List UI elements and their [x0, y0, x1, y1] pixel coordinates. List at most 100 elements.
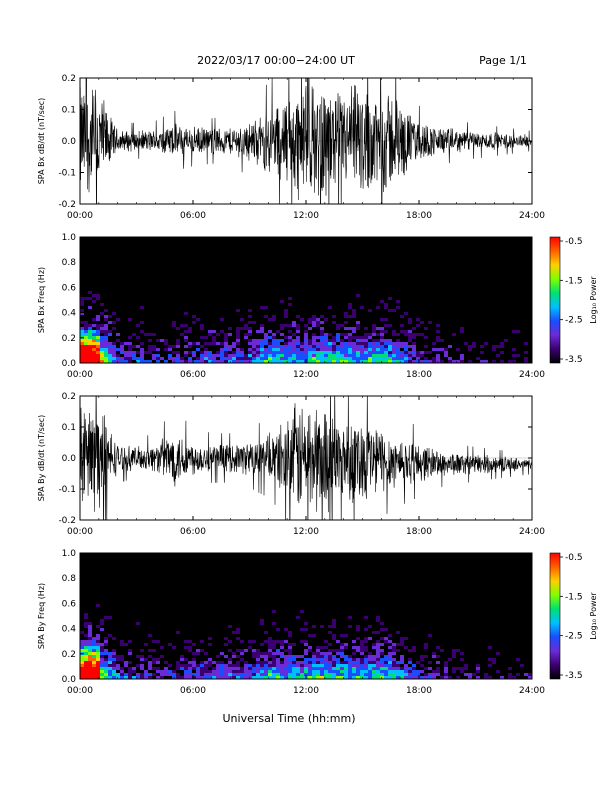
- spectrogram-cell: [232, 670, 236, 673]
- spectrogram-cell: [236, 360, 240, 363]
- spectrogram-cell: [352, 309, 356, 312]
- spectrogram-cell: [128, 354, 132, 357]
- spectrogram-cell: [376, 342, 380, 345]
- spectrogram-cell: [336, 327, 340, 330]
- spectrogram-cell: [328, 670, 332, 673]
- spectrogram-cell: [400, 324, 404, 327]
- spectrogram-cell: [124, 676, 128, 679]
- spectrogram-cell: [352, 360, 356, 363]
- spectrogram-cell: [112, 312, 116, 315]
- spectrogram-cell: [144, 360, 148, 363]
- spectrogram-cell: [292, 673, 296, 676]
- spectrogram-cell: [372, 345, 376, 348]
- spectrogram-cell: [132, 333, 136, 336]
- spectrogram-cell: [352, 652, 356, 655]
- spectrogram-cell: [296, 339, 300, 342]
- spectrogram-cell: [272, 354, 276, 357]
- spectrogram-cell: [364, 640, 368, 643]
- spectrogram-cell: [316, 667, 320, 670]
- spectrogram-cell: [208, 360, 212, 363]
- spectrogram-cell: [272, 610, 276, 613]
- spectrogram-cell: [380, 652, 384, 655]
- spectrogram-cell: [264, 667, 268, 670]
- spectrogram-cell: [284, 664, 288, 667]
- spectrogram-cell: [336, 354, 340, 357]
- spectrogram-cell: [160, 676, 164, 679]
- spectrogram-cell: [272, 360, 276, 363]
- spectrogram-cell: [432, 676, 436, 679]
- spectrogram-cell: [316, 661, 320, 664]
- spectrogram-cell: [228, 664, 232, 667]
- spectrogram-cell: [176, 351, 180, 354]
- spectrogram-cell: [84, 622, 88, 625]
- spectrogram-cell: [332, 354, 336, 357]
- spectrogram-cell: [96, 294, 100, 297]
- spectrogram-cell: [104, 348, 108, 351]
- spectrogram-cell: [320, 321, 324, 324]
- spectrogram-cell: [400, 670, 404, 673]
- spectrogram-cell: [216, 676, 220, 679]
- spectrogram-cell: [212, 676, 216, 679]
- spectrogram-cell: [108, 667, 112, 670]
- y-tick-label: 0.6: [62, 599, 77, 609]
- spectrogram-cell: [484, 342, 488, 345]
- spectrogram-cell: [80, 357, 84, 360]
- spectrogram-cell: [376, 351, 380, 354]
- spectrogram-cell: [324, 652, 328, 655]
- spectrogram-cell: [332, 357, 336, 360]
- spectrogram-cell: [400, 357, 404, 360]
- spectrogram-cell: [220, 357, 224, 360]
- spectrogram-cell: [384, 637, 388, 640]
- spectrogram-cell: [100, 676, 104, 679]
- spectrogram-cell: [380, 637, 384, 640]
- spectrogram-cell: [316, 321, 320, 324]
- spectrogram-cell: [224, 357, 228, 360]
- spectrogram-cell: [388, 339, 392, 342]
- spectrogram-cell: [392, 360, 396, 363]
- spectrogram-cell: [200, 664, 204, 667]
- spectrogram-cell: [304, 661, 308, 664]
- spectrogram-cell: [104, 616, 108, 619]
- spectrogram-cell: [384, 348, 388, 351]
- spectrogram-cell: [228, 649, 232, 652]
- spectrogram-cell: [356, 327, 360, 330]
- spectrogram-cell: [444, 348, 448, 351]
- spectrogram-cell: [244, 676, 248, 679]
- spectrogram-cell: [252, 655, 256, 658]
- spectrogram-cell: [232, 345, 236, 348]
- spectrogram-cell: [128, 676, 132, 679]
- spectrogram-cell: [348, 339, 352, 342]
- spectrogram-cell: [328, 357, 332, 360]
- spectrogram-cell: [176, 327, 180, 330]
- spectrogram-cell: [232, 342, 236, 345]
- spectrogram-cell: [280, 664, 284, 667]
- spectrogram-cell: [436, 667, 440, 670]
- spectrogram-cell: [388, 658, 392, 661]
- spectrogram-cell: [444, 676, 448, 679]
- spectrogram-cell: [252, 357, 256, 360]
- spectrogram-cell: [212, 661, 216, 664]
- spectrogram-cell: [416, 318, 420, 321]
- colorbar-tick-label: -3.5: [565, 355, 583, 365]
- spectrogram-cell: [312, 661, 316, 664]
- spectrogram-cell: [252, 342, 256, 345]
- y-tick-label: 0.0: [62, 675, 77, 685]
- spectrogram-cell: [376, 652, 380, 655]
- spectrogram-cell: [388, 634, 392, 637]
- spectrogram-cell: [332, 348, 336, 351]
- spectrogram-cell: [92, 333, 96, 336]
- x-axis-label: Universal Time (hh:mm): [223, 712, 356, 725]
- spectrogram-cell: [164, 339, 168, 342]
- spectrogram-cell: [460, 357, 464, 360]
- spectrogram-cell: [320, 664, 324, 667]
- spectrogram-cell: [244, 664, 248, 667]
- spectrogram-cell: [236, 649, 240, 652]
- spectrogram-cell: [92, 652, 96, 655]
- spectrogram-cell: [284, 676, 288, 679]
- spectrogram-cell: [228, 360, 232, 363]
- spectrogram-cell: [96, 339, 100, 342]
- spectrogram-cell: [176, 354, 180, 357]
- spectrogram-cell: [272, 318, 276, 321]
- spectrogram-cell: [500, 360, 504, 363]
- spectrogram-cell: [400, 360, 404, 363]
